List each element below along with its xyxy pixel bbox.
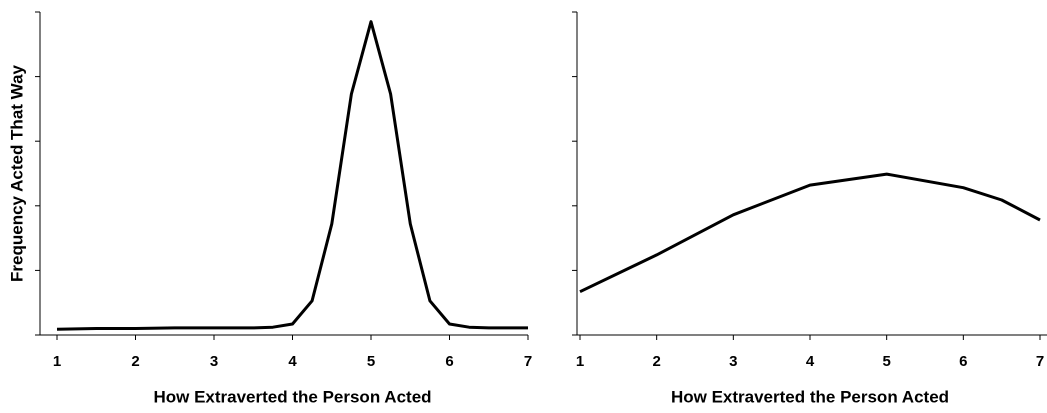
- x-tick-label: 3: [729, 353, 737, 370]
- y-axis-title: Frequency Acted That Way: [7, 64, 26, 281]
- x-tick-label: 4: [806, 353, 815, 370]
- x-tick-label: 2: [131, 353, 139, 370]
- x-tick-label: 6: [959, 353, 967, 370]
- line-series: [579, 172, 1041, 294]
- x-axis-title: How Extraverted the Person Acted: [671, 387, 949, 406]
- line-series: [56, 20, 528, 331]
- x-tick-label: 1: [576, 353, 584, 370]
- x-tick-label: 1: [53, 353, 61, 370]
- x-tick-label: 7: [524, 353, 532, 370]
- x-tick-label: 5: [367, 353, 375, 370]
- x-axis-title: How Extraverted the Person Acted: [153, 387, 431, 406]
- x-tick-label: 4: [288, 353, 297, 370]
- x-tick-label: 5: [882, 353, 890, 370]
- x-tick-label: 3: [210, 353, 218, 370]
- x-tick-label: 7: [1036, 353, 1044, 370]
- x-tick-label: 6: [445, 353, 453, 370]
- x-tick-label: 2: [652, 353, 660, 370]
